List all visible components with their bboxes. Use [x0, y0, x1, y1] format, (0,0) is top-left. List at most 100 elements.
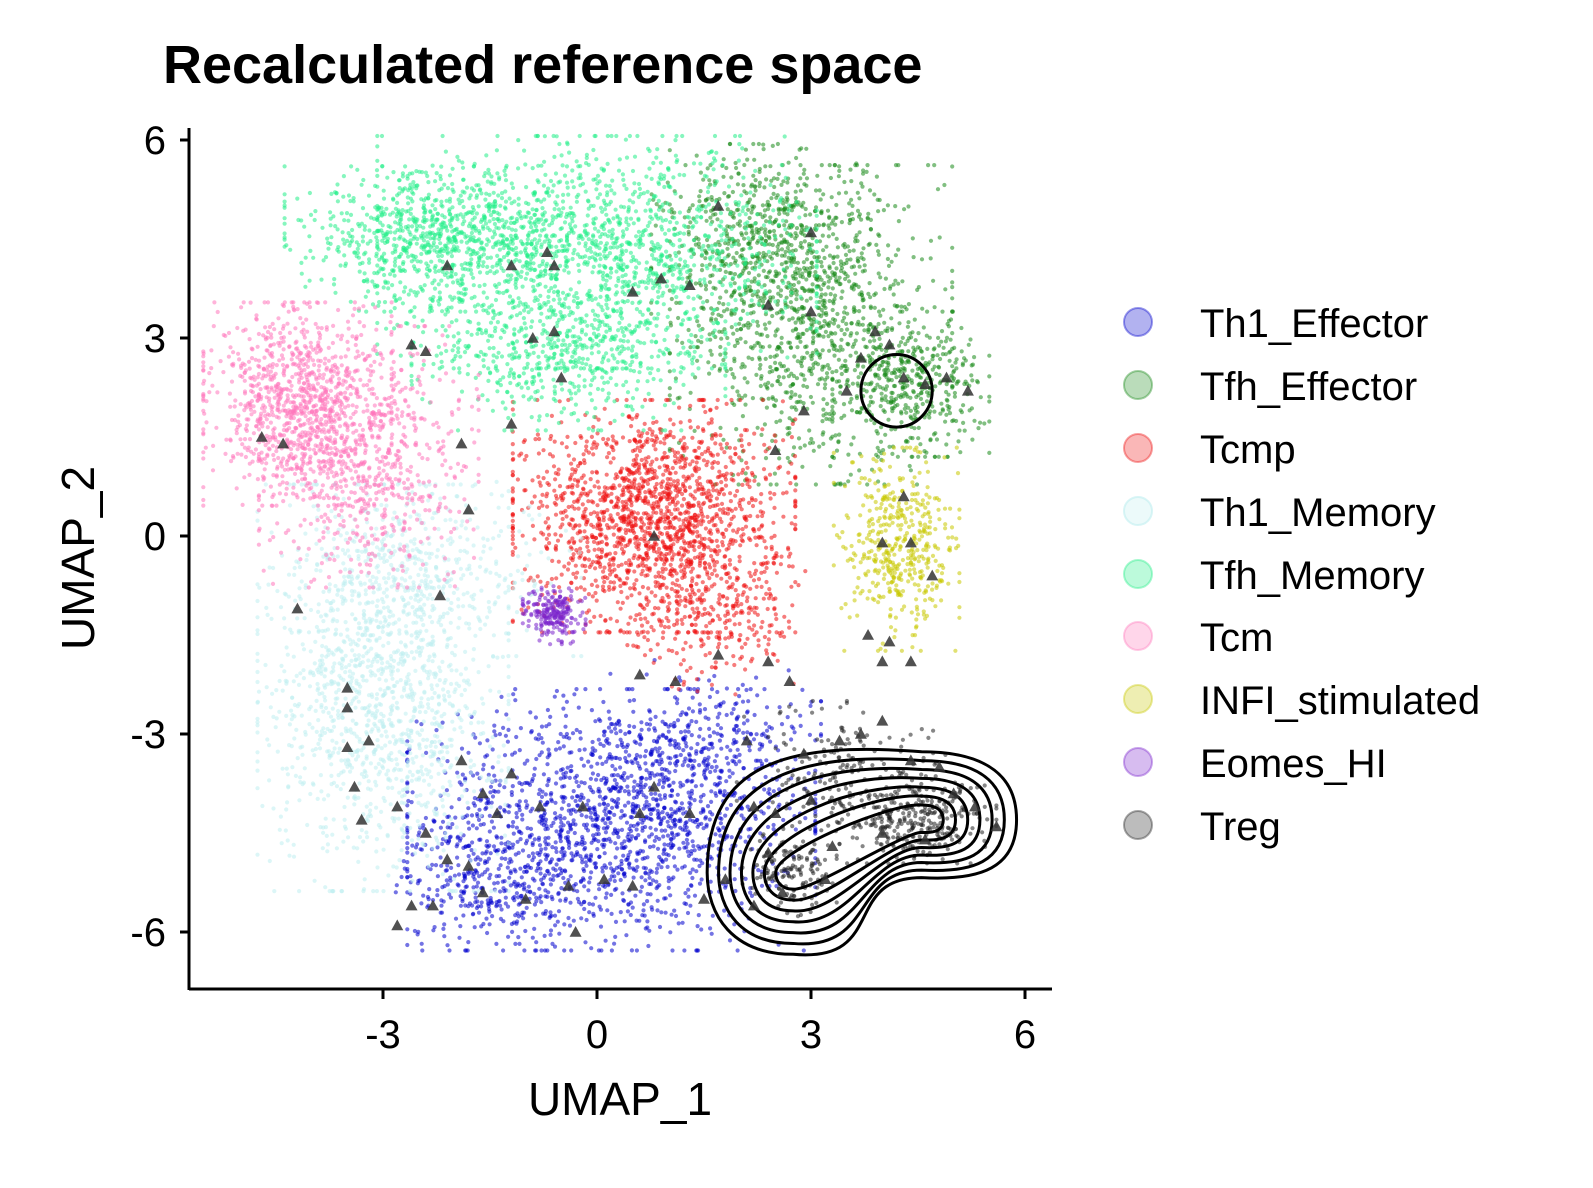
data-point	[741, 497, 746, 502]
data-point	[834, 215, 839, 220]
data-point	[643, 616, 648, 621]
data-point	[553, 532, 558, 537]
data-point	[715, 689, 720, 695]
data-point	[510, 407, 515, 412]
data-point	[781, 179, 786, 184]
data-point	[872, 338, 877, 343]
data-point	[644, 672, 649, 677]
data-point	[876, 366, 882, 372]
data-point	[713, 768, 718, 773]
data-point	[541, 448, 546, 453]
data-point	[523, 841, 529, 846]
data-point	[545, 755, 550, 760]
data-point	[676, 832, 681, 837]
data-point	[626, 853, 631, 858]
data-point	[682, 485, 687, 490]
data-point	[646, 871, 651, 877]
data-point	[765, 386, 770, 391]
data-point	[776, 171, 781, 176]
data-point	[486, 801, 491, 806]
data-point	[837, 164, 842, 169]
data-point	[510, 552, 515, 557]
data-point	[862, 328, 867, 333]
data-point	[609, 874, 614, 879]
data-point	[740, 467, 746, 472]
data-point	[586, 557, 592, 562]
data-point	[796, 399, 801, 404]
data-point	[485, 738, 490, 743]
data-point	[520, 533, 525, 538]
data-point	[685, 778, 690, 783]
data-point	[478, 822, 483, 827]
data-point	[821, 324, 826, 329]
data-point	[546, 747, 551, 752]
data-point	[803, 206, 808, 212]
data-point	[591, 833, 596, 838]
data-point	[659, 574, 664, 579]
data-point	[622, 778, 627, 783]
data-point	[824, 411, 829, 416]
data-point	[551, 464, 557, 469]
data-point	[824, 321, 829, 326]
data-point	[741, 816, 746, 821]
data-point	[552, 694, 557, 699]
data-point	[570, 731, 576, 736]
data-point	[925, 346, 930, 351]
data-point	[500, 879, 505, 884]
data-point	[574, 727, 579, 733]
data-point	[837, 282, 842, 287]
data-point	[554, 770, 559, 775]
data-point	[498, 863, 503, 868]
data-point	[549, 857, 555, 862]
data-point	[614, 731, 619, 736]
data-point	[647, 875, 652, 880]
data-point	[602, 733, 607, 738]
data-point	[477, 837, 482, 842]
data-point	[493, 789, 498, 794]
data-point	[830, 434, 835, 439]
data-point	[567, 823, 573, 828]
data-point	[461, 913, 466, 918]
data-point	[697, 199, 702, 204]
data-point	[878, 275, 883, 280]
data-point	[559, 806, 565, 811]
data-point	[804, 266, 810, 271]
data-point	[641, 806, 646, 811]
data-point	[728, 455, 733, 460]
data-point	[439, 841, 445, 847]
data-point	[762, 422, 768, 427]
data-point	[590, 902, 596, 907]
data-point	[843, 358, 848, 363]
data-point	[441, 926, 446, 932]
data-point	[432, 925, 437, 930]
data-point	[962, 381, 967, 387]
data-point	[483, 806, 488, 812]
data-point	[703, 526, 709, 531]
data-point	[470, 903, 475, 908]
data-point	[727, 938, 733, 943]
data-point	[939, 329, 945, 334]
data-point	[800, 315, 805, 320]
data-point	[558, 832, 563, 837]
data-point	[786, 668, 791, 673]
data-point	[466, 854, 471, 859]
data-point	[641, 793, 646, 798]
data-point	[863, 344, 868, 349]
data-point	[759, 492, 764, 497]
data-point	[543, 817, 549, 822]
data-point	[663, 910, 668, 915]
data-point	[480, 851, 485, 856]
data-point	[950, 364, 955, 369]
data-point	[556, 740, 561, 745]
data-point	[517, 748, 522, 753]
data-point	[805, 350, 810, 355]
data-point	[686, 327, 691, 333]
data-point	[721, 309, 727, 314]
data-point	[987, 450, 992, 455]
data-point	[583, 855, 589, 860]
data-point	[787, 317, 792, 322]
data-point	[513, 852, 518, 857]
data-point	[552, 488, 557, 493]
data-point	[768, 482, 773, 487]
data-point	[962, 428, 967, 433]
